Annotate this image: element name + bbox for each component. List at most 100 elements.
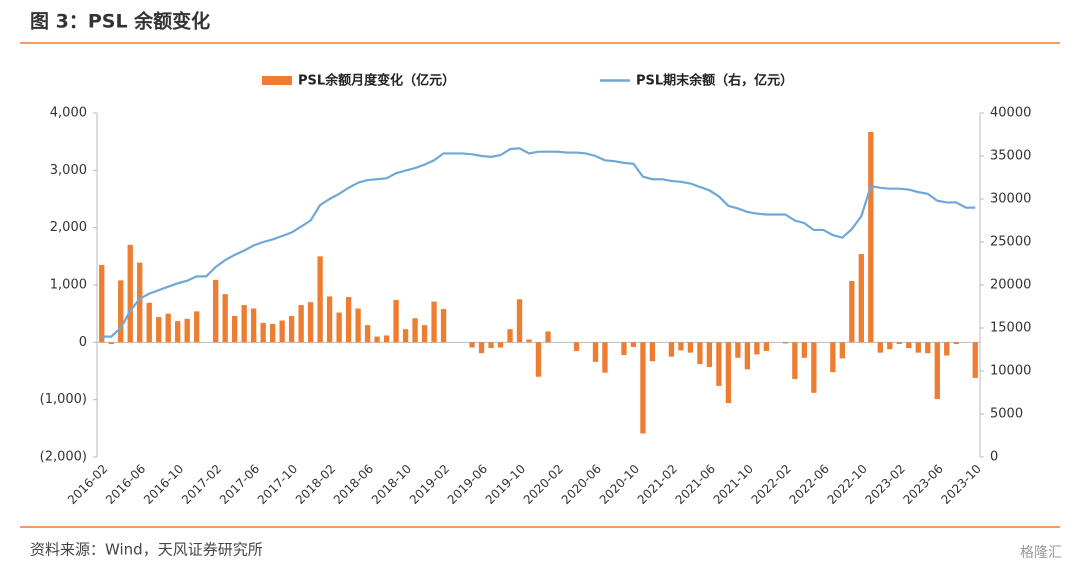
bar (896, 342, 902, 345)
bar (782, 342, 789, 344)
bar (137, 262, 143, 343)
bar (953, 342, 959, 345)
bar (288, 315, 295, 343)
legend-label: PSL期末余额（右，亿元） (636, 73, 793, 89)
bar (972, 342, 978, 378)
bar (497, 342, 504, 348)
x-tick-label: 2019-02 (407, 462, 452, 507)
bar (421, 325, 428, 343)
bar (858, 254, 864, 343)
bar (839, 342, 845, 359)
x-tick-label: 2018-06 (331, 462, 376, 507)
bar (146, 302, 152, 343)
bar (260, 322, 266, 343)
y2-tick-label: 5000 (990, 407, 1023, 422)
bar (868, 131, 874, 343)
bar (184, 318, 190, 343)
y2-tick-label: 25000 (990, 235, 1031, 250)
x-tick-label: 2022-10 (825, 462, 870, 507)
bar (706, 342, 713, 367)
bar (925, 342, 931, 354)
y2-tick-label: 20000 (990, 278, 1031, 293)
bar (165, 313, 171, 343)
line (101, 147, 976, 338)
bar (649, 342, 656, 362)
x-tick-label: 2021-06 (673, 462, 718, 507)
bar (934, 342, 940, 400)
bar (469, 342, 475, 348)
bar (488, 342, 494, 349)
x-tick-label: 2023-02 (863, 462, 908, 507)
y-tick-label: (1,000) (40, 392, 87, 407)
bar (374, 336, 380, 343)
bar (944, 342, 950, 356)
bar (213, 279, 219, 343)
x-tick-label: 2017-10 (255, 462, 300, 507)
bar (402, 329, 409, 343)
y2-tick-label: 15000 (990, 321, 1031, 336)
bar (336, 312, 342, 343)
x-tick-label: 2023-06 (901, 462, 946, 507)
bar (222, 294, 228, 343)
x-tick-label: 2021-10 (711, 462, 756, 507)
x-tick-label: 2018-02 (293, 462, 338, 507)
bar (754, 342, 760, 355)
bar (887, 342, 893, 350)
bar (697, 342, 703, 365)
legend-label: PSL余额月度变化（亿元） (298, 73, 455, 89)
y-tick-label: 0 (79, 335, 87, 350)
bar (326, 296, 333, 343)
x-tick-label: 2016-06 (103, 462, 148, 507)
y-tick-label: 4,000 (50, 106, 87, 121)
bar (307, 302, 314, 343)
bar (792, 342, 798, 380)
x-tick-label: 2022-06 (787, 462, 832, 507)
x-tick-label: 2019-10 (483, 462, 528, 507)
y-tick-label: 1,000 (50, 278, 87, 293)
bar (412, 318, 418, 343)
x-tick-label: 2018-10 (369, 462, 414, 507)
x-tick-label: 2017-06 (217, 462, 262, 507)
bar (877, 342, 883, 353)
bar (127, 244, 133, 343)
bar (830, 342, 836, 373)
bar (194, 311, 200, 343)
x-tick-label: 2021-02 (635, 462, 680, 507)
bar (269, 323, 276, 343)
bar (716, 342, 722, 386)
bar (744, 342, 751, 370)
bar (99, 264, 105, 343)
bar (573, 342, 580, 351)
y2-tick-label: 10000 (990, 364, 1031, 379)
bar (364, 325, 371, 343)
watermark: 格隆汇 (1020, 545, 1062, 561)
bar (345, 297, 352, 343)
source-note: 资料来源：Wind，天风证券研究所 (30, 541, 263, 559)
bar (507, 329, 513, 343)
bar (156, 317, 162, 343)
bar (592, 342, 599, 362)
bar (251, 308, 257, 343)
x-tick-label: 2022-02 (749, 462, 794, 507)
bar (431, 301, 437, 343)
bar (545, 331, 551, 343)
bar (118, 280, 124, 343)
bar (108, 342, 114, 345)
bar (175, 321, 181, 343)
bar (440, 309, 447, 343)
x-tick-label: 2016-02 (65, 462, 110, 507)
bar (602, 342, 608, 373)
bar (849, 280, 855, 343)
bar (232, 315, 238, 343)
y2-tick-label: 30000 (990, 192, 1031, 207)
bar (763, 342, 770, 351)
bar (640, 342, 646, 434)
x-tick-label: 2023-10 (938, 462, 983, 507)
bar (735, 342, 741, 358)
x-tick-label: 2016-10 (141, 462, 186, 507)
y-tick-label: 3,000 (50, 163, 87, 178)
bar (811, 342, 817, 393)
bar (678, 342, 684, 351)
y2-tick-label: 0 (990, 450, 998, 465)
